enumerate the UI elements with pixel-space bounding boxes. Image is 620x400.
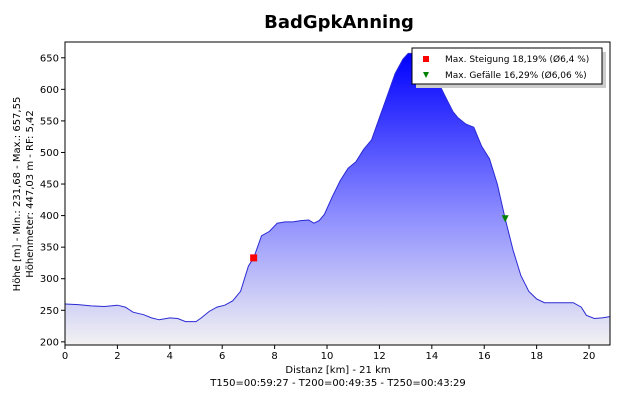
y-tick-label: 400	[40, 211, 59, 222]
x-axis: 0 2 4 6 8 10 12 14 16 18 20	[62, 345, 596, 362]
max-climb-marker	[250, 254, 258, 262]
x-tick-label: 12	[373, 351, 386, 362]
x-tick-label: 8	[271, 351, 277, 362]
y-tick-label: 300	[40, 274, 59, 285]
max-descent-marker	[501, 215, 509, 223]
legend-entry-max-descent: Max. Gefälle 16,29% (Ø6,06 %)	[445, 70, 587, 81]
x-axis-label: Distanz [km] - 21 km	[285, 365, 390, 376]
y-tick-label: 250	[40, 306, 59, 317]
legend-entry-max-climb: Max. Steigung 18,19% (Ø6,4 %)	[445, 54, 589, 65]
legend: Max. Steigung 18,19% (Ø6,4 %) Max. Gefäl…	[411, 47, 606, 88]
x-tick-label: 18	[530, 351, 543, 362]
y-tick-label: 500	[40, 148, 59, 159]
x-axis-label-times: T150=00:59:27 - T200=00:49:35 - T250=00:…	[209, 378, 465, 389]
y-axis-label-line1: Höhe [m] - Min.: 231,68 - Max.: 657,55	[12, 97, 23, 292]
x-tick-label: 2	[114, 351, 120, 362]
x-tick-label: 10	[321, 351, 334, 362]
y-axis: 200 250 300 350 400 450 500 550 600 650	[40, 53, 65, 348]
y-axis-label-line2: Höhenmeter: 447,03 m - RF: 5,42	[25, 110, 36, 278]
chart-title: BadGpkAnning	[264, 12, 414, 33]
legend-box	[411, 47, 603, 85]
y-tick-label: 450	[40, 180, 59, 191]
markers	[250, 215, 509, 262]
plot-area	[65, 52, 610, 345]
x-tick-label: 6	[219, 351, 225, 362]
elevation-area	[65, 53, 610, 345]
y-tick-label: 550	[40, 116, 59, 127]
y-tick-label: 200	[40, 337, 59, 348]
y-tick-label: 600	[40, 85, 59, 96]
elevation-line	[65, 52, 610, 323]
y-tick-label: 650	[40, 53, 59, 64]
x-tick-label: 4	[167, 351, 173, 362]
x-tick-label: 14	[425, 351, 438, 362]
legend-triangle-icon	[423, 72, 429, 78]
x-tick-label: 16	[478, 351, 491, 362]
y-tick-label: 350	[40, 243, 59, 254]
x-tick-label: 20	[583, 351, 596, 362]
legend-square-icon	[423, 56, 429, 62]
x-tick-label: 0	[62, 351, 68, 362]
plot-frame	[64, 41, 611, 346]
